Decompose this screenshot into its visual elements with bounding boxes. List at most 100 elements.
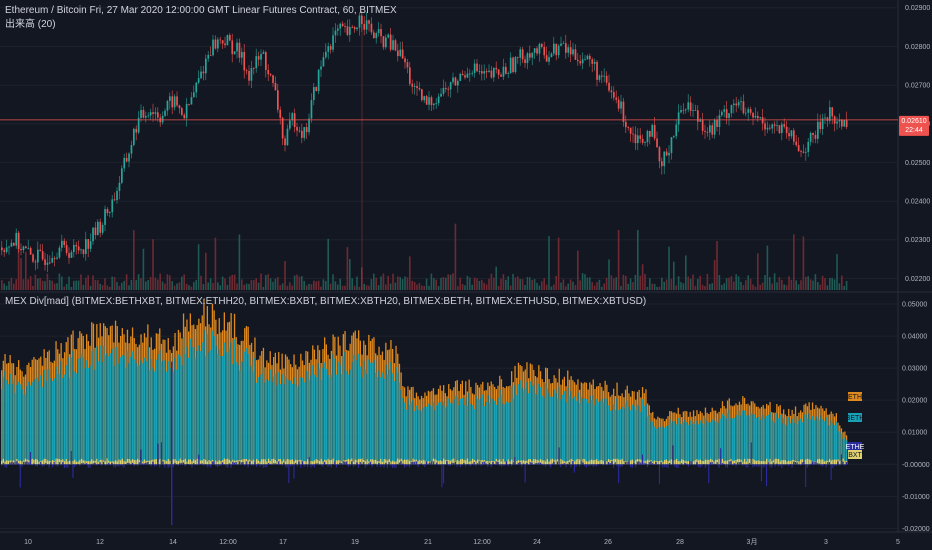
beth-bar xyxy=(111,348,113,465)
last-price-badge-bg xyxy=(899,115,929,136)
volume-bar xyxy=(97,280,99,290)
candle-body xyxy=(387,34,390,38)
ethe-bar xyxy=(393,464,395,468)
volume-bar xyxy=(802,236,805,290)
candle-body xyxy=(368,20,370,24)
candle-body xyxy=(447,88,450,90)
candle-body xyxy=(533,48,536,53)
bxt-bar xyxy=(830,460,832,465)
volume-indicator-label[interactable]: 出来高 (20) xyxy=(5,17,56,30)
indicator-tick-label: -0.00000 xyxy=(902,462,930,469)
volume-bar xyxy=(569,279,572,290)
ethe-bar xyxy=(740,461,742,465)
volume-bar xyxy=(500,278,502,290)
bxt-bar xyxy=(825,460,827,465)
volume-bar xyxy=(742,285,745,290)
candle-body xyxy=(819,121,822,130)
bxt-bar xyxy=(427,461,429,465)
candle-body xyxy=(20,248,22,251)
ethe-spike xyxy=(171,464,173,526)
candle-body xyxy=(646,130,649,143)
series-tag-bg xyxy=(848,442,862,451)
bxt-bar xyxy=(453,458,455,465)
beth-bar xyxy=(771,420,773,465)
time-tick-label: 24 xyxy=(533,539,541,546)
volume-bar xyxy=(812,280,814,290)
candle-body xyxy=(310,100,313,119)
volume-bar xyxy=(505,279,507,290)
candle-body xyxy=(757,115,759,119)
beth-bar xyxy=(67,357,69,465)
bxt-bar xyxy=(257,460,259,465)
volume-bar xyxy=(29,276,32,290)
ethe-bar xyxy=(658,464,660,484)
bxt-bar xyxy=(589,460,591,465)
volume-bar xyxy=(452,273,454,290)
ethe-bar xyxy=(50,462,52,465)
bxt-bar xyxy=(516,461,518,465)
bxt-bar xyxy=(713,461,715,465)
volume-bar xyxy=(22,279,25,290)
volume-bar xyxy=(135,280,137,290)
beth-bar xyxy=(75,373,78,465)
bxt-bar xyxy=(45,458,47,465)
beth-bar xyxy=(580,396,582,465)
bxt-bar xyxy=(109,461,112,465)
candlesticks[interactable] xyxy=(1,11,848,273)
beth-bar xyxy=(218,349,220,465)
beth-bar xyxy=(670,422,673,465)
beth-bar xyxy=(647,416,649,465)
volume-bar xyxy=(327,238,329,290)
ethe-bar xyxy=(686,463,688,465)
beth-bar xyxy=(317,363,319,465)
ethe-bar xyxy=(760,464,762,482)
bxt-bar xyxy=(470,460,472,465)
beth-bar xyxy=(24,393,27,465)
ethe-bar xyxy=(318,464,320,465)
beth-bar xyxy=(716,421,718,465)
volume-bar xyxy=(826,285,829,290)
volume-bar xyxy=(274,278,277,290)
candle-body xyxy=(351,27,354,28)
beth-bar xyxy=(249,366,251,465)
bxt-bar xyxy=(96,458,98,465)
ethe-bar xyxy=(177,464,179,466)
volume-bar xyxy=(541,281,543,290)
candle-body xyxy=(68,253,70,258)
volume-bar xyxy=(478,280,481,290)
bxt-bar xyxy=(832,459,834,465)
ethe-bar xyxy=(358,464,360,468)
bxt-bar xyxy=(392,460,394,465)
volume-bar xyxy=(673,261,675,290)
beth-bar xyxy=(698,424,700,465)
candle-body xyxy=(214,39,217,49)
candle-body xyxy=(517,57,519,58)
beth-bar xyxy=(329,377,331,465)
volume-bar xyxy=(25,251,27,290)
ethe-bar xyxy=(38,464,40,465)
volume-bar xyxy=(92,275,94,290)
ethe-bar xyxy=(665,464,667,468)
beth-bar xyxy=(475,396,477,465)
beth-bar xyxy=(225,352,227,465)
ethe-bar xyxy=(11,461,13,465)
beth-bar xyxy=(655,428,657,465)
beth-bar xyxy=(242,361,244,465)
ethe-bar xyxy=(458,464,460,466)
candle-body xyxy=(195,82,198,93)
ethe-bar xyxy=(162,461,164,465)
ethe-bar xyxy=(211,461,213,465)
ethe-bar xyxy=(176,464,178,465)
candle-body xyxy=(452,77,454,83)
bxt-bar xyxy=(63,461,66,465)
beth-bar xyxy=(250,364,253,465)
beth-bar xyxy=(4,370,6,465)
indicator-title[interactable]: MEX Div[mad] (BITMEX:BETHXBT, BITMEX:ETH… xyxy=(5,296,646,307)
beth-bar xyxy=(257,377,259,465)
ethe-bar xyxy=(296,464,298,467)
time-axis[interactable]: 10 12 14 12:00 17 19 21 12:00 24 26 28 3月 3 5 xyxy=(24,538,900,546)
beth-bar xyxy=(653,426,656,465)
candle-body xyxy=(685,109,687,111)
ethe-bar xyxy=(737,462,739,465)
ethe-bar xyxy=(577,464,579,465)
